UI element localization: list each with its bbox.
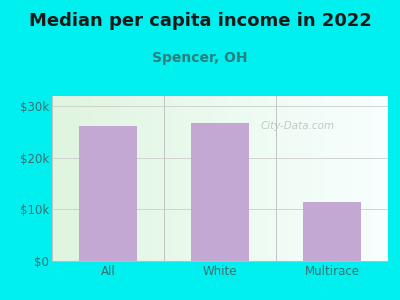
Bar <box>191 123 249 261</box>
Bar <box>79 126 137 261</box>
Text: City-Data.com: City-Data.com <box>260 121 334 131</box>
Bar <box>303 202 361 261</box>
Text: Spencer, OH: Spencer, OH <box>152 51 248 65</box>
Text: Median per capita income in 2022: Median per capita income in 2022 <box>28 12 372 30</box>
